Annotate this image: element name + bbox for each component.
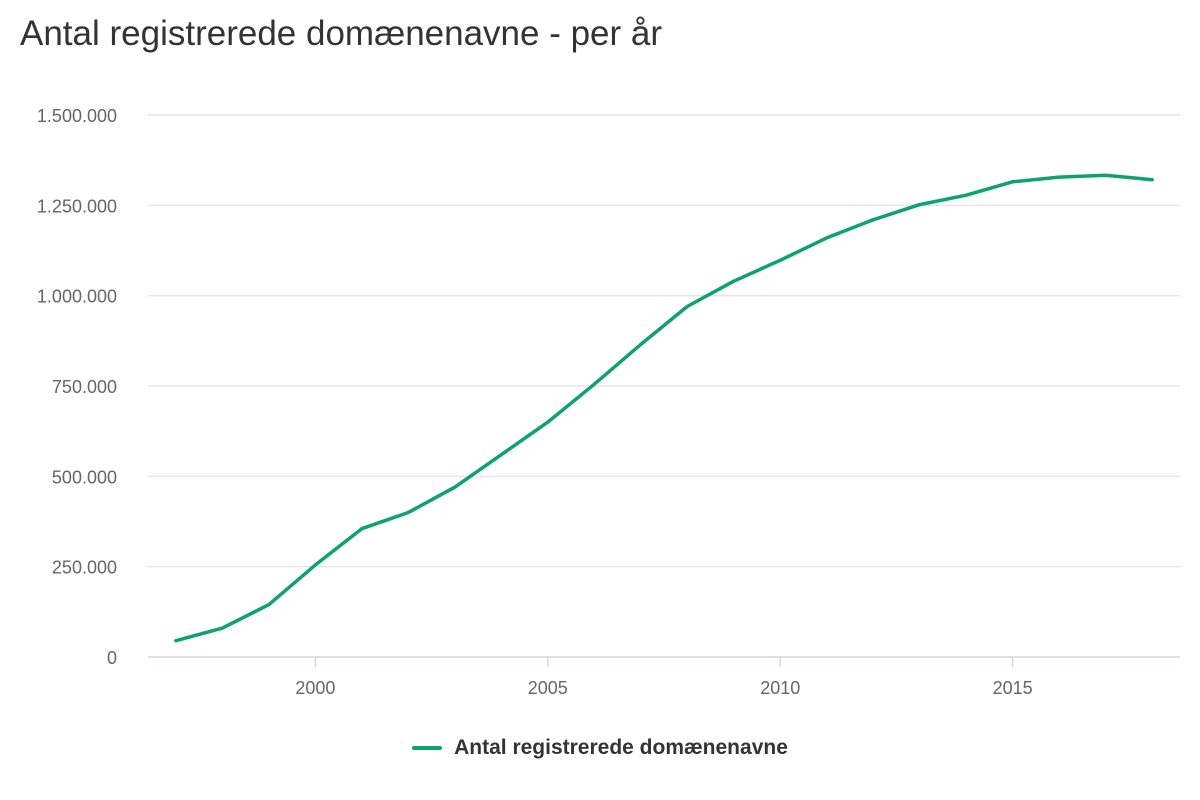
x-tick-label: 2010 <box>760 678 800 698</box>
series-group <box>174 173 1154 643</box>
legend[interactable]: Antal registrerede domænenavne <box>0 736 1200 760</box>
y-tick-label: 500.000 <box>52 467 117 487</box>
series-line[interactable] <box>174 173 1154 643</box>
x-tick-label: 2000 <box>295 678 335 698</box>
y-tick-label: 0 <box>107 648 117 668</box>
grid-lines <box>148 114 1180 568</box>
y-tick-label: 1.250.000 <box>37 196 117 216</box>
legend-swatch <box>412 746 443 750</box>
y-axis: 0 250.000 500.000 750.000 1.000.000 1.250.000… <box>37 106 117 668</box>
x-tick-label: 2005 <box>528 678 568 698</box>
x-tick-label: 2015 <box>993 678 1033 698</box>
x-axis: 2000 2005 2010 2015 <box>148 656 1180 698</box>
y-tick-label: 750.000 <box>52 377 117 397</box>
y-tick-label: 250.000 <box>52 558 117 578</box>
y-tick-label: 1.000.000 <box>37 287 117 307</box>
chart-title: Antal registrerede domænenavne - per år <box>20 14 663 53</box>
y-tick-label: 1.500.000 <box>37 106 117 126</box>
legend-label: Antal registrerede domænenavne <box>454 736 788 759</box>
